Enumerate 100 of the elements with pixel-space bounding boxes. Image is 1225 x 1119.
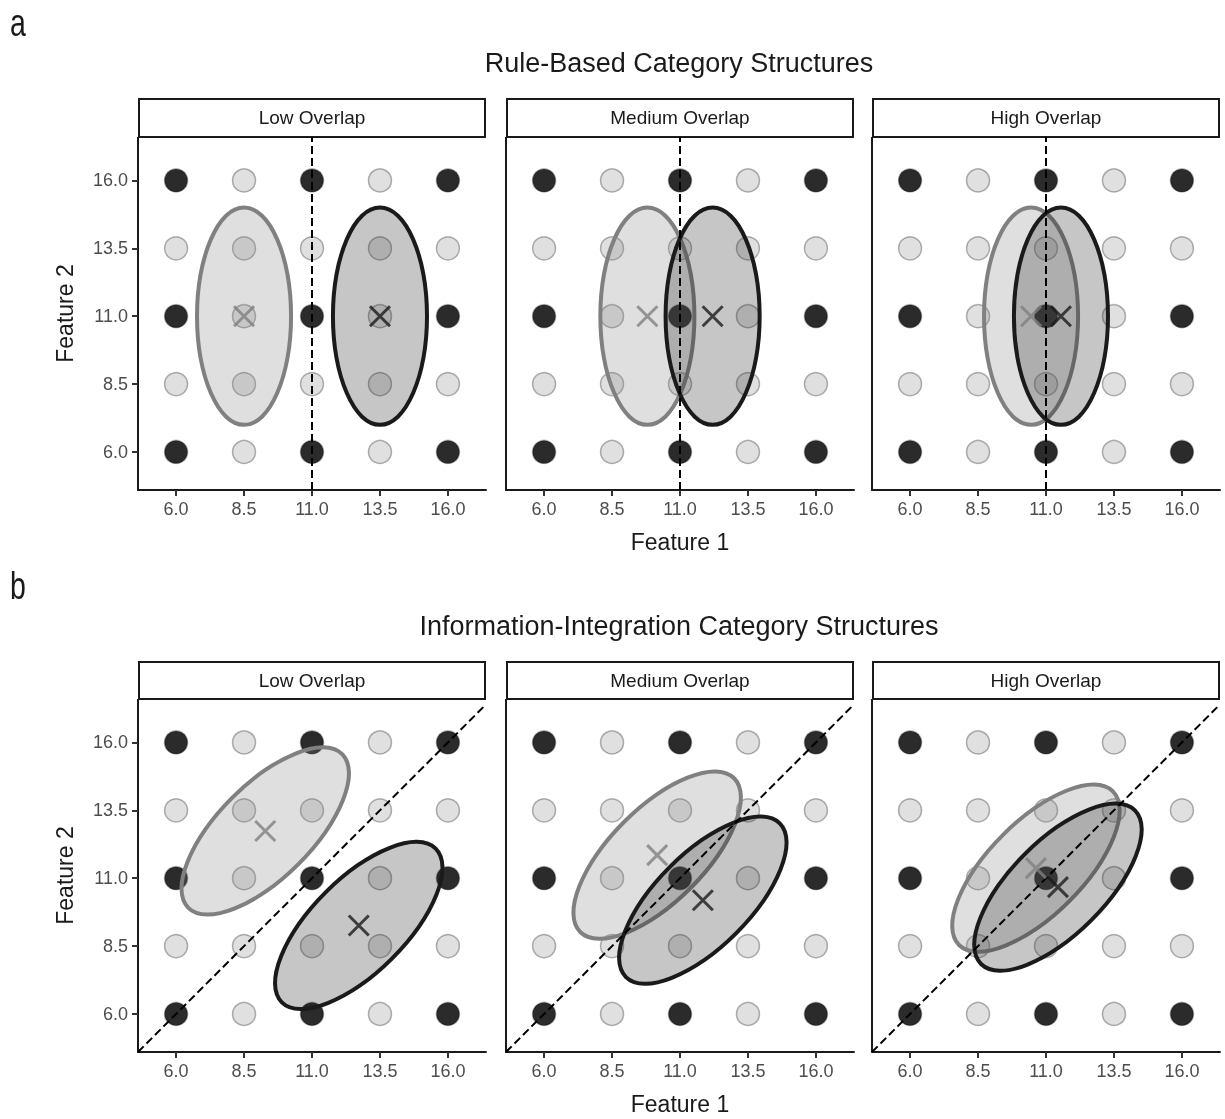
point [367, 730, 393, 755]
x-tick-label: 11.0 [663, 1061, 697, 1081]
point [897, 730, 923, 755]
x-axis-title: Feature 1 [630, 1090, 730, 1117]
point [735, 371, 761, 397]
point [965, 236, 991, 261]
point [435, 798, 461, 823]
point [1101, 371, 1127, 397]
point [163, 933, 189, 959]
point [231, 933, 257, 959]
point [435, 303, 461, 329]
point [599, 933, 625, 959]
point [299, 371, 325, 397]
point [803, 303, 829, 329]
point [231, 168, 257, 193]
point [965, 730, 991, 755]
x-tick-label: 6.0 [163, 1061, 189, 1081]
x-tick-label: 16.0 [1164, 499, 1200, 519]
text: b [10, 565, 26, 608]
point [163, 439, 189, 465]
point [965, 933, 991, 959]
point [965, 168, 991, 193]
point [163, 371, 189, 397]
point [599, 439, 625, 465]
point [965, 439, 991, 465]
point [965, 303, 991, 329]
y-tick-label: 8.5 [102, 374, 128, 395]
point [367, 933, 393, 959]
point [367, 865, 393, 891]
point [1033, 798, 1059, 823]
point [531, 236, 557, 261]
point [1033, 730, 1059, 755]
point [163, 730, 189, 755]
x-tick-label: 8.5 [599, 499, 625, 519]
x-tick-label: 8.5 [965, 1061, 991, 1081]
point [897, 236, 923, 261]
point [1169, 303, 1195, 329]
point [531, 865, 557, 891]
point [231, 730, 257, 755]
point [1101, 865, 1127, 891]
text: a [10, 2, 26, 45]
y-tick-label: 6.0 [102, 441, 128, 462]
y-axis-title: Feature 2 [51, 264, 78, 363]
point [635, 304, 659, 328]
point [531, 439, 557, 465]
point [367, 439, 393, 465]
point [1101, 168, 1127, 193]
point [897, 439, 923, 465]
x-tick-label: 8.5 [599, 1061, 625, 1081]
point [599, 303, 625, 329]
point [667, 1001, 693, 1027]
y-tick-label: 13.5 [92, 238, 128, 259]
point [1101, 303, 1127, 329]
y-tick-label: 13.5 [92, 800, 128, 821]
point [531, 1001, 557, 1027]
point [435, 865, 461, 891]
point [435, 1001, 461, 1027]
point [231, 865, 257, 891]
point [735, 730, 761, 755]
point [1101, 933, 1127, 959]
point [231, 371, 257, 397]
point [253, 819, 277, 843]
point [803, 730, 829, 755]
point [803, 439, 829, 465]
point [435, 371, 461, 397]
point [645, 843, 669, 867]
point [897, 1001, 923, 1027]
point [299, 168, 325, 193]
point [435, 933, 461, 959]
x-tick-label: 8.5 [965, 499, 991, 519]
point [299, 303, 325, 329]
x-tick-label: 11.0 [1029, 499, 1063, 519]
point [599, 865, 625, 891]
y-tick-label: 11.0 [94, 306, 128, 327]
point [367, 371, 393, 397]
point [897, 371, 923, 397]
point [1169, 730, 1195, 755]
point [1019, 304, 1043, 328]
point [435, 168, 461, 193]
x-tick-label: 6.0 [163, 499, 189, 519]
x-tick-label: 11.0 [663, 499, 697, 519]
point [1033, 371, 1059, 397]
point [163, 168, 189, 193]
point [1169, 865, 1195, 891]
point [735, 303, 761, 329]
point [897, 303, 923, 329]
chart-title: Medium Overlap [506, 661, 854, 700]
point [965, 798, 991, 823]
point [1169, 798, 1195, 823]
point [735, 865, 761, 891]
point [299, 933, 325, 959]
x-tick-label: 13.5 [730, 1061, 766, 1081]
point [531, 730, 557, 755]
point [965, 865, 991, 891]
point [299, 236, 325, 261]
point [1101, 1001, 1127, 1027]
point [163, 798, 189, 823]
point [701, 304, 725, 328]
point [803, 236, 829, 261]
chart-title: High Overlap [872, 661, 1220, 700]
